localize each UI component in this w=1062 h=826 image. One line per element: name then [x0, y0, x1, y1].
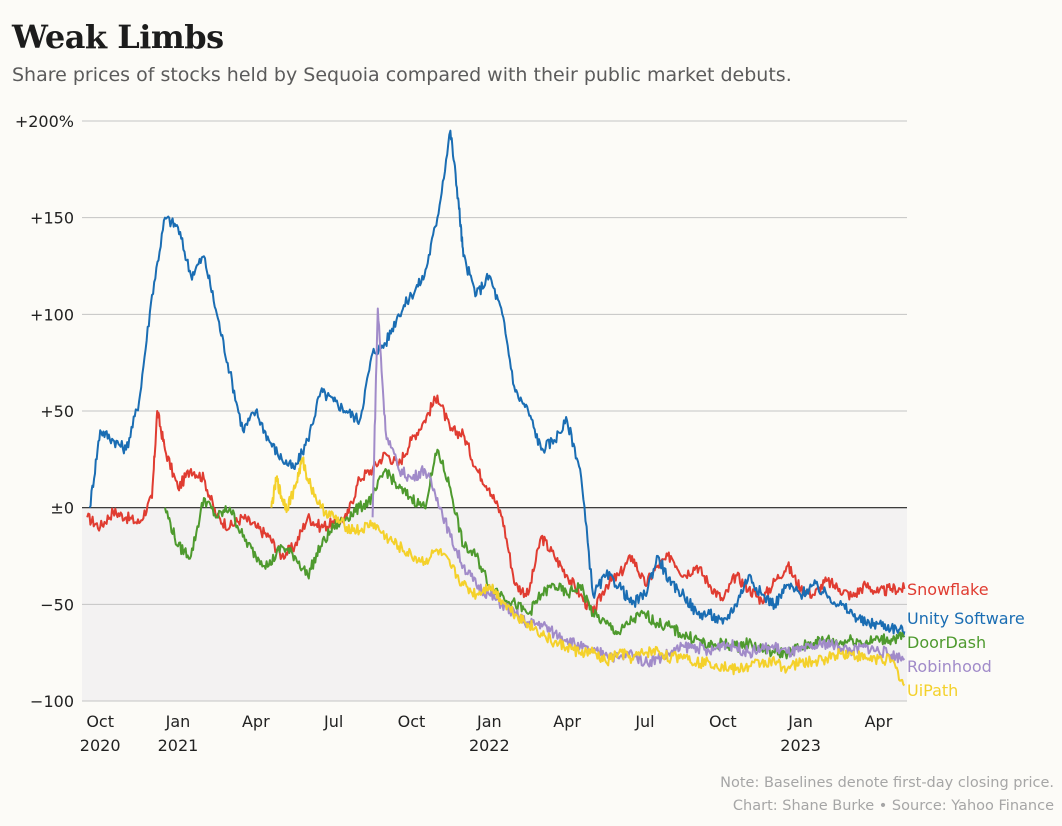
series-line-robinhood [371, 307, 906, 668]
x-axis-ticks: Oct 2020 Jan 2021 Apr Jul Oct Jan 2022 Apr Jul Oct J… [80, 712, 893, 755]
y-tick-label: +50 [40, 402, 74, 421]
x-tick-label: Oct [86, 712, 114, 731]
y-tick-label: +200% [15, 112, 74, 131]
chart-footer: Note: Baselines denote first-day closing… [720, 772, 1054, 818]
x-tick-label: Oct [398, 712, 426, 731]
x-tick-label: Oct [709, 712, 737, 731]
y-tick-label: +100 [30, 305, 74, 324]
x-tick-label: Apr [242, 712, 270, 731]
series-label-snowflake: Snowflake [907, 580, 989, 599]
chart-title: Weak Limbs [12, 18, 224, 56]
y-tick-label: +150 [30, 209, 74, 228]
y-tick-label: −100 [30, 692, 74, 711]
x-tick-label: Jan [165, 712, 191, 731]
series-lines [86, 129, 906, 687]
chart-subtitle: Share prices of stocks held by Sequoia c… [12, 64, 792, 86]
x-tick-label: Jan [787, 712, 813, 731]
y-axis-ticks: +200% +150 +100 +50 ±0 −50 −100 [15, 112, 74, 711]
series-label-doordash: DoorDash [907, 633, 986, 652]
series-label-uipath: UiPath [907, 681, 958, 700]
x-tick-label: Jan [476, 712, 502, 731]
series-line-doordash [164, 448, 906, 660]
x-tick-label: Apr [865, 712, 893, 731]
y-tick-label: −50 [40, 595, 74, 614]
series-label-robinhood: Robinhood [907, 657, 992, 676]
chart-note: Note: Baselines denote first-day closing… [720, 775, 1054, 791]
series-label-unity-software: Unity Software [907, 609, 1025, 628]
series-line-snowflake [86, 394, 906, 615]
series-line-uipath [270, 456, 906, 687]
x-tick-label: Apr [553, 712, 581, 731]
series-line-unity-software [88, 129, 906, 638]
x-tick-year-label: 2022 [469, 736, 510, 755]
x-tick-year-label: 2023 [780, 736, 821, 755]
x-tick-label: Jul [634, 712, 654, 731]
x-tick-label: Jul [323, 712, 343, 731]
y-tick-label: ±0 [50, 499, 74, 518]
chart-credit: Chart: Shane Burke • Source: Yahoo Finan… [732, 798, 1054, 814]
x-tick-year-label: 2020 [80, 736, 121, 755]
x-tick-year-label: 2021 [158, 736, 199, 755]
series-labels: Snowflake Unity Software DoorDash Robinhood… [907, 580, 1025, 700]
